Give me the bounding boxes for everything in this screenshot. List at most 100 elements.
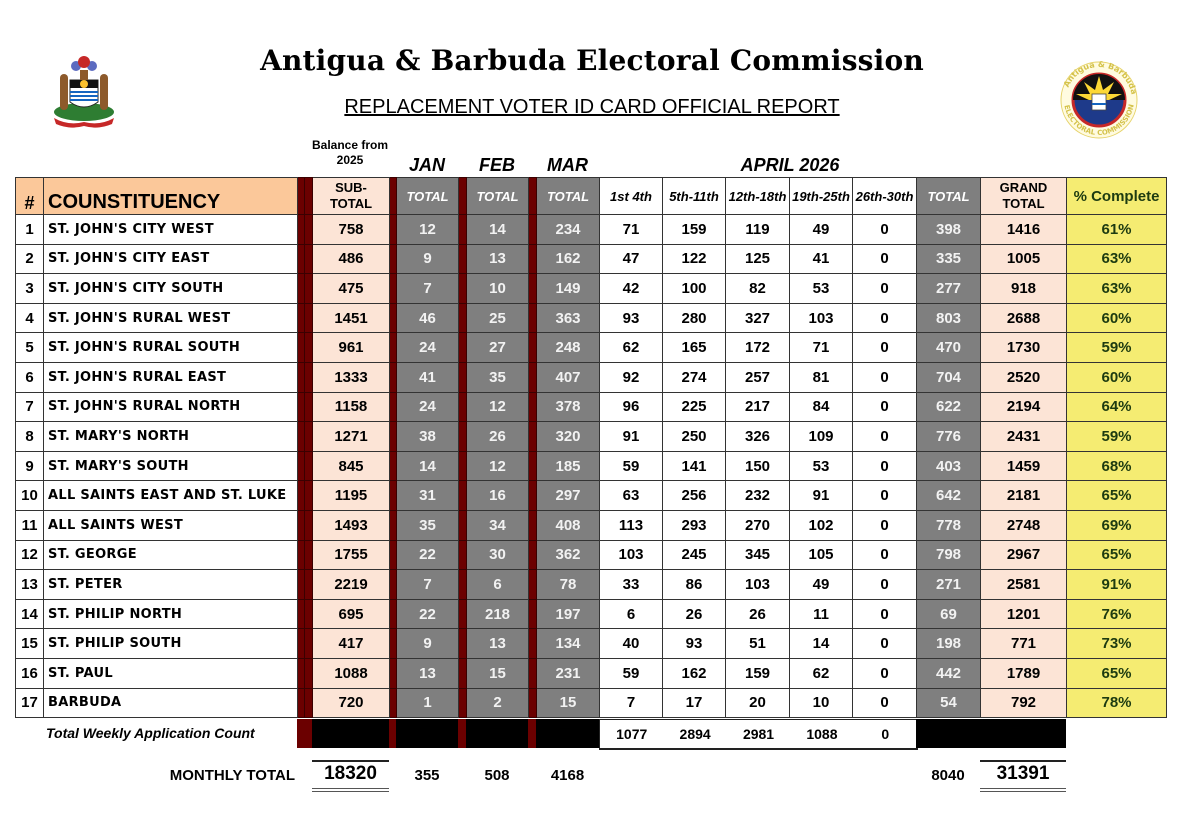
jan-total-cell: 14 — [396, 450, 459, 482]
week-5-cell: 0 — [852, 361, 917, 393]
feb-total-cell: 25 — [466, 302, 529, 334]
separator — [389, 302, 397, 334]
separator — [528, 243, 537, 275]
mar-total-cell: 78 — [536, 569, 600, 600]
monthly-total-jan: 355 — [414, 767, 440, 784]
week-2-cell: 280 — [662, 302, 726, 334]
row-number: 10 — [15, 480, 44, 511]
grand-total-cell: 792 — [980, 687, 1067, 719]
mar-total-cell: 363 — [536, 302, 600, 334]
week-3-cell: 20 — [725, 687, 790, 719]
separator — [297, 450, 305, 482]
week-5-cell: 0 — [852, 391, 917, 423]
week-5-cell: 0 — [852, 480, 917, 511]
mar-total-cell: 407 — [536, 361, 600, 393]
subtotal-cell: 417 — [312, 628, 390, 659]
apr-total-cell: 198 — [916, 628, 981, 659]
row-number: 12 — [15, 539, 44, 571]
week-1-cell: 62 — [599, 332, 663, 363]
week-3-cell: 232 — [725, 480, 790, 511]
subtotal-cell: 1271 — [312, 421, 390, 452]
separator — [528, 539, 537, 571]
week-1-cell: 91 — [599, 421, 663, 452]
subtotal-cell: 2219 — [312, 569, 390, 600]
percent-complete-cell: 76% — [1066, 598, 1167, 630]
week-2-cell: 86 — [662, 569, 726, 600]
week-1-cell: 6 — [599, 598, 663, 630]
separator — [297, 719, 312, 748]
week-5-cell: 0 — [852, 687, 917, 719]
week-4-cell: 109 — [789, 421, 853, 452]
week-4-cell: 62 — [789, 657, 853, 689]
week-2-cell: 256 — [662, 480, 726, 511]
separator — [297, 628, 305, 659]
week-2-cell: 225 — [662, 391, 726, 423]
header-grand-total: GRAND TOTAL — [980, 177, 1067, 215]
separator — [458, 302, 467, 334]
separator — [458, 539, 467, 571]
separator — [458, 332, 467, 363]
grand-total-cell: 1459 — [980, 450, 1067, 482]
separator — [304, 687, 313, 719]
separator — [297, 177, 305, 215]
constituency-name: ST. JOHN'S CITY EAST — [43, 243, 298, 275]
mar-total-cell: 149 — [536, 273, 600, 304]
grand-total-cell: 1005 — [980, 243, 1067, 275]
percent-complete-cell: 59% — [1066, 332, 1167, 363]
separator — [528, 628, 537, 659]
constituency-name: ST. PETER — [43, 569, 298, 600]
jan-total-cell: 24 — [396, 332, 459, 363]
separator — [458, 509, 467, 541]
week-3-cell: 327 — [725, 302, 790, 334]
separator — [458, 628, 467, 659]
mar-group-label: MAR — [547, 155, 588, 175]
apr-total-cell: 803 — [916, 302, 981, 334]
constituency-name: ALL SAINTS EAST AND ST. LUKE — [43, 480, 298, 511]
separator — [304, 391, 313, 423]
apr-total-cell: 398 — [916, 214, 981, 245]
constituency-name: ST. MARY'S SOUTH — [43, 450, 298, 482]
week-3-cell: 217 — [725, 391, 790, 423]
jan-total-cell: 22 — [396, 598, 459, 630]
header-week-3: 12th-18th — [725, 177, 790, 215]
jan-total-cell: 46 — [396, 302, 459, 334]
week-2-cell: 293 — [662, 509, 726, 541]
feb-total-cell: 12 — [466, 450, 529, 482]
separator — [389, 598, 397, 630]
table-row: 11 ALL SAINTS WEST 1493 35 34 408 113 293 270 102… — [15, 509, 1167, 541]
subtotal-cell: 961 — [312, 332, 390, 363]
electoral-commission-seal-icon: Antigua & Barbuda ELECTORAL COMMISSION — [1054, 60, 1144, 140]
separator — [297, 361, 305, 393]
jan-total-cell: 12 — [396, 214, 459, 245]
weekly-totals-row: 1077 2894 2981 1088 0 — [599, 719, 918, 750]
grand-total-cell: 2748 — [980, 509, 1067, 541]
week-1-cell: 7 — [599, 687, 663, 719]
separator — [304, 598, 313, 630]
coat-of-arms-icon — [48, 52, 120, 128]
row-number: 15 — [15, 628, 44, 659]
separator — [458, 177, 467, 215]
separator — [297, 480, 305, 511]
header-percent-complete: % Complete — [1066, 177, 1167, 215]
separator — [389, 361, 397, 393]
week-5-cell: 0 — [852, 598, 917, 630]
table-row: 9 ST. MARY'S SOUTH 845 14 12 185 59 141 150 53 0 40… — [15, 450, 1167, 482]
apr-total-cell: 271 — [916, 569, 981, 600]
mar-total-cell: 162 — [536, 243, 600, 275]
separator — [458, 450, 467, 482]
week-1-cell: 63 — [599, 480, 663, 511]
jan-total-cell: 9 — [396, 243, 459, 275]
percent-complete-cell: 69% — [1066, 509, 1167, 541]
feb-total-cell: 10 — [466, 273, 529, 304]
header-apr-total: TOTAL — [916, 177, 981, 215]
row-number: 5 — [15, 332, 44, 363]
separator — [297, 421, 305, 452]
week-2-cell: 159 — [662, 214, 726, 245]
grand-total-cell: 2520 — [980, 361, 1067, 393]
week-5-cell: 0 — [852, 214, 917, 245]
separator — [528, 391, 537, 423]
separator — [304, 480, 313, 511]
table-row: 7 ST. JOHN'S RURAL NORTH 1158 24 12 378 96 225 2… — [15, 391, 1167, 423]
apr-total-cell: 69 — [916, 598, 981, 630]
separator — [528, 657, 537, 689]
